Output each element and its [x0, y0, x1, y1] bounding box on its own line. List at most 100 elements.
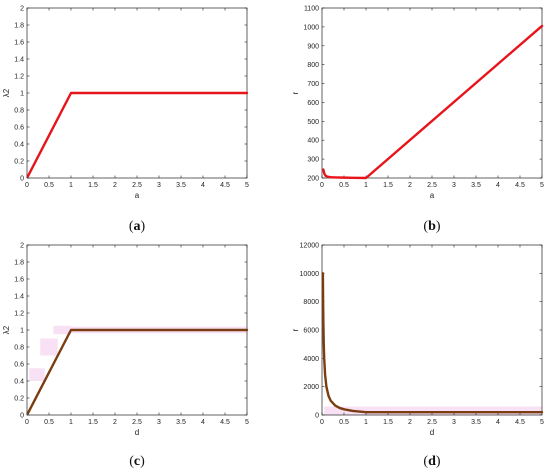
y-tick-label: 0.8 — [14, 345, 24, 352]
x-tick-label: 5 — [245, 419, 249, 426]
y-tick-label: 300 — [307, 157, 319, 164]
x-tick-label: 2.5 — [132, 182, 142, 189]
y-axis-label: r — [291, 328, 300, 331]
y-tick-label: 10000 — [300, 271, 320, 278]
y-axis-label: r — [291, 91, 300, 94]
y-tick-label: 1 — [20, 328, 24, 335]
y-tick-label: 400 — [307, 138, 319, 145]
x-tick-label: 0 — [25, 419, 29, 426]
x-tick-label: 3 — [157, 182, 161, 189]
series-line-0 — [322, 24, 544, 180]
y-tick-label: 0.6 — [14, 125, 24, 132]
x-tick-label: 4 — [201, 419, 205, 426]
x-tick-label: 4 — [496, 419, 500, 426]
panel-caption: (c) — [129, 454, 145, 469]
y-tick-label: 700 — [307, 81, 319, 88]
y-tick-label: 1.4 — [14, 294, 24, 301]
panel-caption: (d) — [423, 454, 440, 469]
panel-caption: (b) — [423, 219, 440, 234]
caption-paren-open: ( — [423, 219, 428, 234]
y-tick-label: 1.4 — [14, 57, 24, 64]
y-tick-label: 500 — [307, 119, 319, 126]
x-tick-label: 4.5 — [515, 419, 525, 426]
x-tick-label: 2.5 — [427, 182, 437, 189]
axes-frame — [321, 7, 543, 179]
axes-frame — [321, 244, 543, 416]
x-tick-label: 1 — [69, 182, 73, 189]
x-tick-label: 0 — [25, 182, 29, 189]
x-axis-label: d — [430, 428, 434, 437]
chart-panel-c: 0 0.5 1 1.5 2 2.5 3 3.5 4 4.5 5 0 0.2 0.4 0.6 0.8 1 1.2 1.… — [2, 243, 249, 470]
x-tick-label: 3 — [157, 419, 161, 426]
x-tick-label: 5 — [540, 182, 544, 189]
shade-band — [324, 406, 542, 415]
y-tick-label: 12000 — [300, 243, 320, 250]
y-tick-label: 0 — [20, 176, 24, 183]
caption-letter: c — [134, 454, 140, 469]
x-tick-label: 2.5 — [132, 419, 142, 426]
series-line-0 — [26, 328, 249, 415]
x-tick-label: 1.5 — [383, 182, 393, 189]
caption-paren-close: ) — [436, 454, 441, 469]
y-tick-label: 1000 — [303, 24, 319, 31]
x-tick-label: 1 — [364, 182, 368, 189]
chart-panel-b: 0 0.5 1 1.5 2 2.5 3 3.5 4 4.5 5 200 300 400 500 600 700 8… — [291, 6, 544, 235]
x-tick-label: 3.5 — [471, 182, 481, 189]
y-tick-label: 1.6 — [14, 40, 24, 47]
y-tick-label: 0.4 — [14, 142, 24, 149]
x-tick-label: 0.5 — [44, 419, 54, 426]
y-tick-label: 6000 — [303, 328, 319, 335]
x-tick-label: 2 — [113, 419, 117, 426]
x-tick-label: 4.5 — [515, 182, 525, 189]
x-tick-label: 1 — [364, 419, 368, 426]
x-tick-label: 0.5 — [339, 419, 349, 426]
y-tick-label: 1.2 — [14, 311, 24, 318]
y-tick-label: 0.6 — [14, 362, 24, 369]
x-tick-label: 0.5 — [44, 182, 54, 189]
x-tick-label: 2 — [408, 182, 412, 189]
chart-panel-a: 0 0.5 1 1.5 2 2.5 3 3.5 4 4.5 5 0 0.2 0.4 0.6 0.8 1 1.2 1.… — [2, 6, 249, 235]
caption-paren-close: ) — [141, 219, 146, 234]
y-tick-label: 0 — [315, 413, 319, 420]
caption-paren-open: ( — [129, 454, 134, 469]
x-tick-label: 1.5 — [383, 419, 393, 426]
y-tick-label: 1.8 — [14, 260, 24, 267]
y-tick-label: 2000 — [303, 384, 319, 391]
x-tick-label: 0 — [320, 182, 324, 189]
y-tick-label: 0 — [20, 413, 24, 420]
shade-band — [40, 338, 58, 356]
x-tick-label: 2.5 — [427, 419, 437, 426]
x-axis-label: a — [430, 191, 435, 200]
y-tick-label: 4000 — [303, 356, 319, 363]
x-tick-label: 5 — [540, 419, 544, 426]
x-tick-label: 2 — [113, 182, 117, 189]
caption-paren-open: ( — [423, 454, 428, 469]
y-tick-label: 0.8 — [14, 108, 24, 115]
chart-panel-d: 0 0.5 1 1.5 2 2.5 3 3.5 4 4.5 5 0 2000 4000 6000 8000 10… — [291, 243, 544, 470]
x-tick-label: 0.5 — [339, 182, 349, 189]
x-tick-label: 4 — [201, 182, 205, 189]
x-tick-label: 3 — [452, 419, 456, 426]
x-tick-label: 2 — [408, 419, 412, 426]
y-tick-label: 800 — [307, 62, 319, 69]
x-tick-label: 3.5 — [176, 182, 186, 189]
x-tick-label: 4 — [496, 182, 500, 189]
y-tick-label: 1 — [20, 91, 24, 98]
shade-band — [29, 368, 45, 381]
y-tick-label: 600 — [307, 100, 319, 107]
x-tick-label: 1 — [69, 419, 73, 426]
x-tick-label: 0 — [320, 419, 324, 426]
y-tick-label: 1.6 — [14, 277, 24, 284]
shade-band — [53, 325, 71, 335]
y-tick-label: 0.2 — [14, 396, 24, 403]
y-tick-label: 0.4 — [14, 379, 24, 386]
y-tick-label: 1.8 — [14, 23, 24, 30]
caption-paren-open: ( — [129, 219, 134, 234]
x-tick-label: 3.5 — [176, 419, 186, 426]
x-tick-label: 4.5 — [220, 419, 230, 426]
y-tick-label: 8000 — [303, 299, 319, 306]
panel-caption: (a) — [129, 219, 146, 234]
y-axis-label: λ2 — [2, 88, 11, 97]
x-tick-label: 1.5 — [88, 419, 98, 426]
